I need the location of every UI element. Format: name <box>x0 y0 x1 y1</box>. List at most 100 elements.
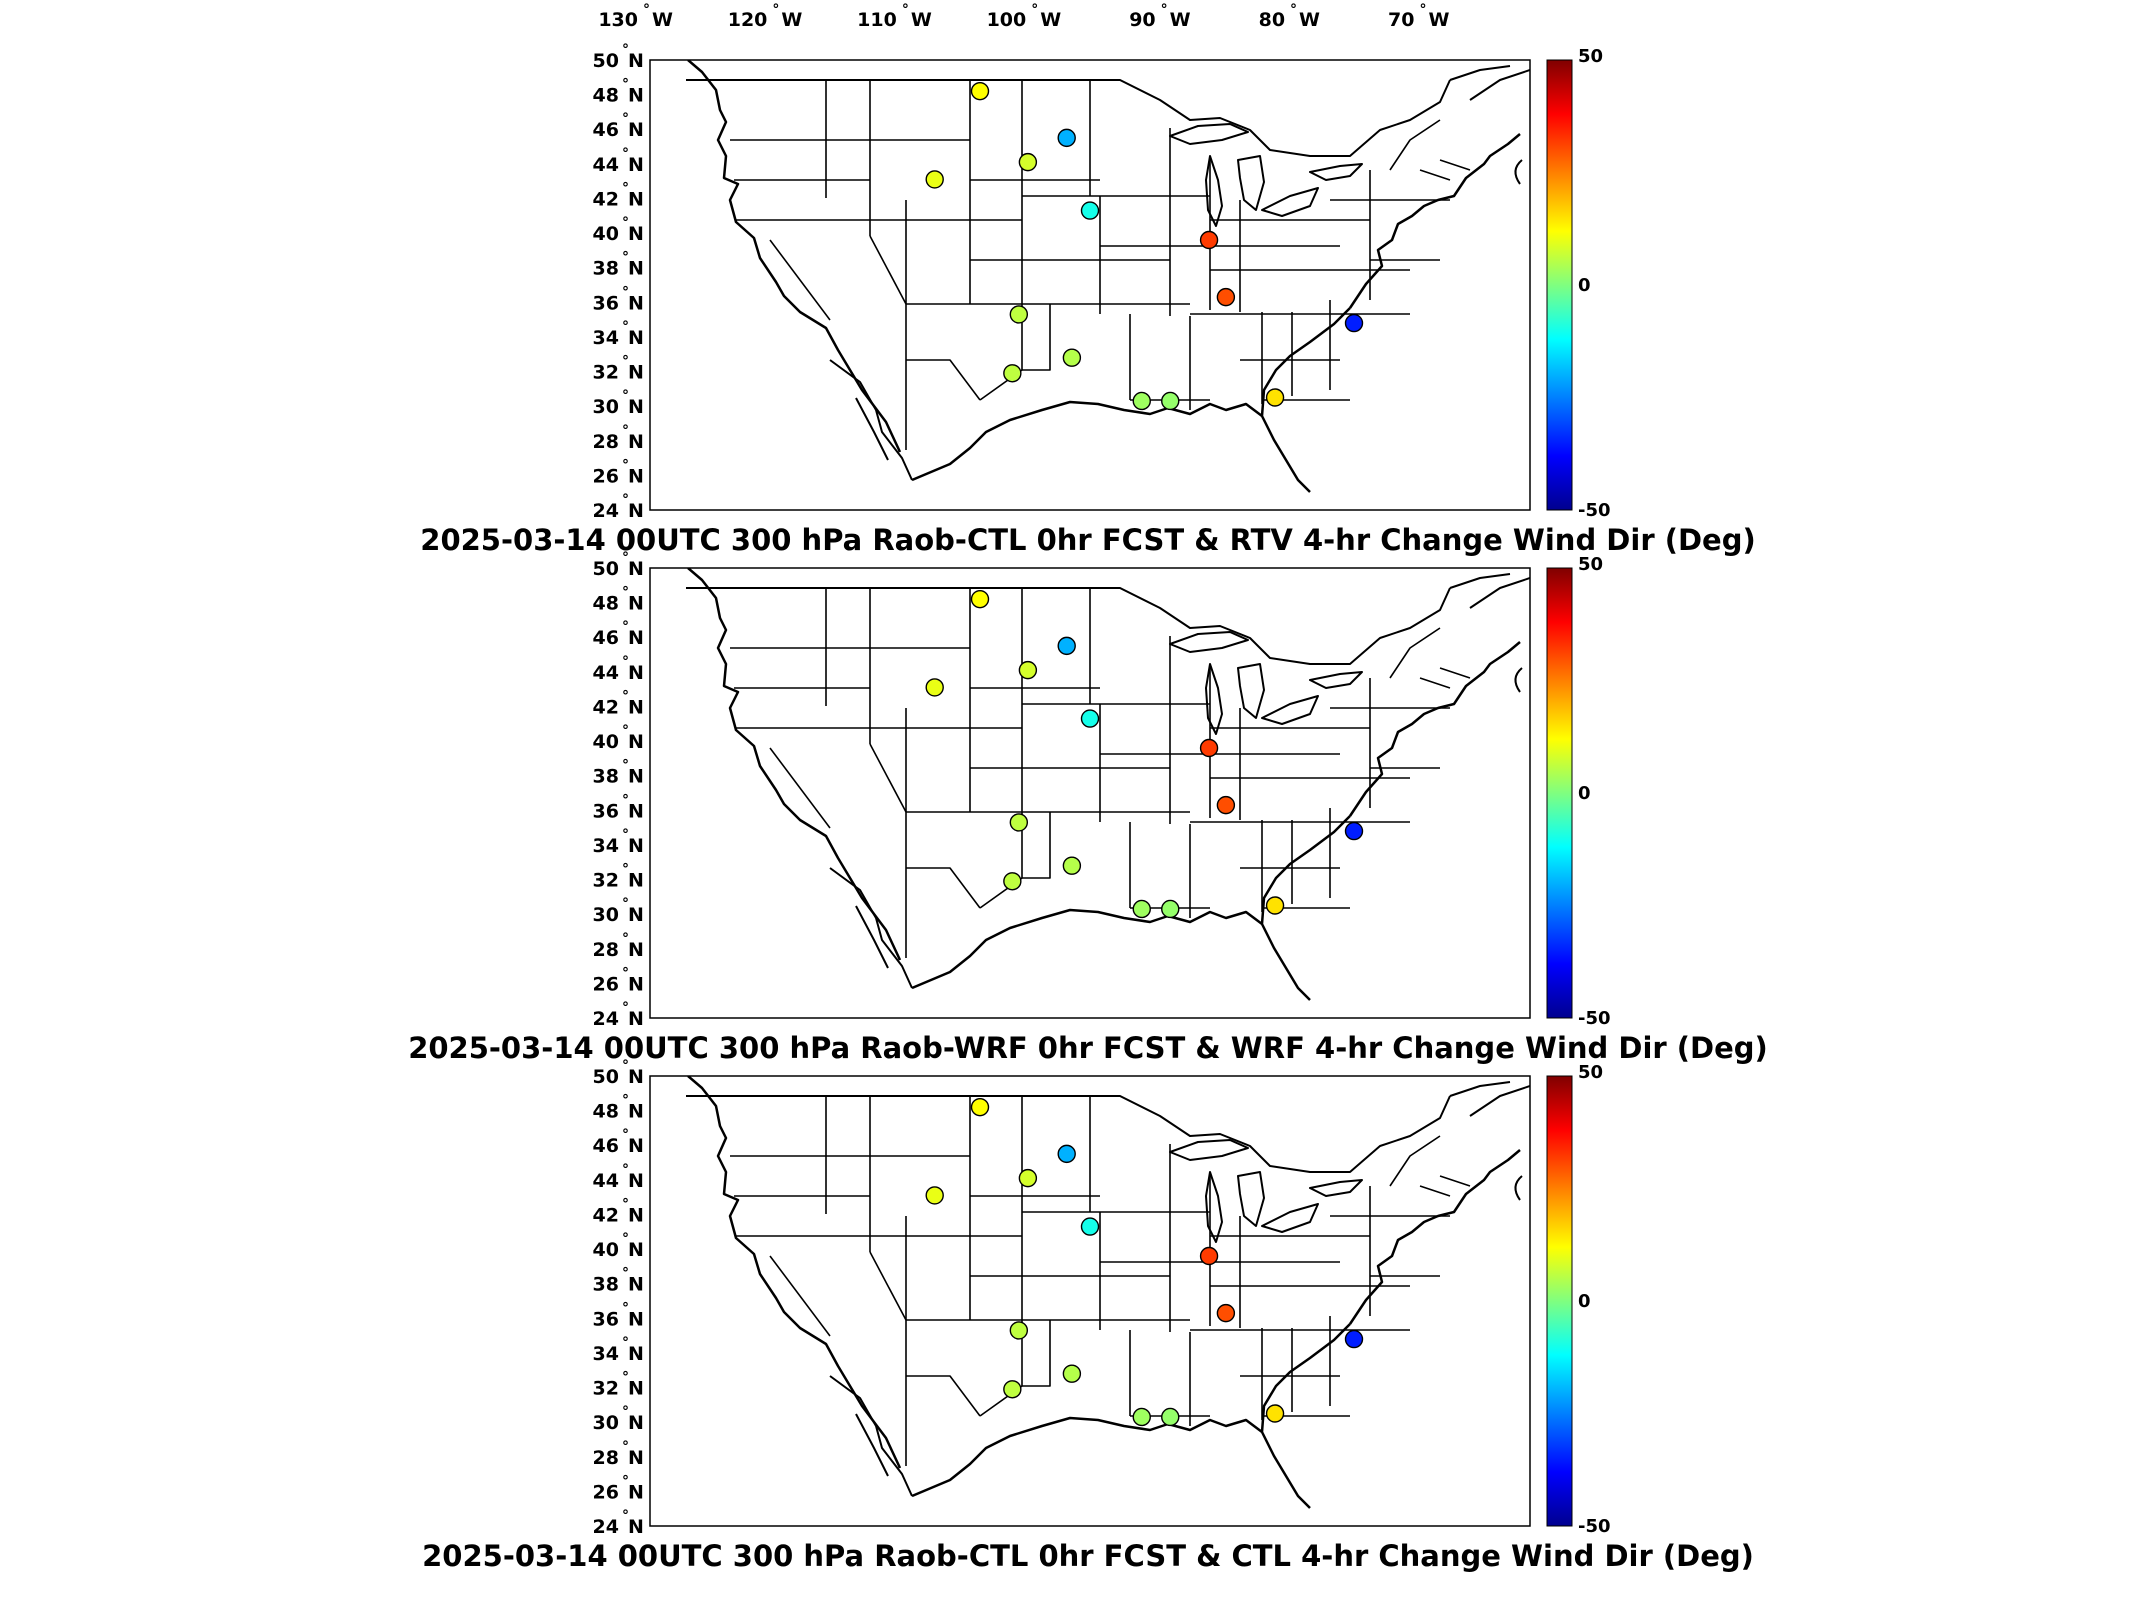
raob-site-marker <box>1018 660 1038 680</box>
axes-frame <box>649 59 1531 511</box>
svg-text:N: N <box>628 1274 644 1296</box>
state-border <box>1389 119 1441 171</box>
svg-text:°: ° <box>622 319 629 335</box>
colorbar-tick-label: 50 <box>1578 554 1603 575</box>
colorbar-gradient <box>1546 1075 1573 1527</box>
svg-text:N: N <box>628 1135 644 1157</box>
raob-site-marker <box>1080 201 1100 220</box>
svg-text:°: ° <box>622 1335 629 1351</box>
svg-text:N: N <box>628 258 644 280</box>
raob-site-marker <box>1132 391 1151 411</box>
lat-label: 50 ° N <box>593 550 644 580</box>
svg-text:°: ° <box>622 758 629 774</box>
svg-text:N: N <box>628 593 644 615</box>
field-blob <box>844 862 973 966</box>
field-blob <box>1245 786 1323 834</box>
svg-text:26: 26 <box>593 465 619 487</box>
svg-text:N: N <box>628 50 644 72</box>
raob-sites <box>925 589 1364 919</box>
svg-text:N: N <box>628 1170 644 1192</box>
lat-label: 26 ° N <box>593 965 644 995</box>
svg-text:120: 120 <box>728 9 768 31</box>
state-border <box>769 1255 831 1337</box>
svg-text:46: 46 <box>593 1135 619 1157</box>
svg-text:°: ° <box>1419 2 1426 18</box>
lat-label: 34 ° N <box>593 319 644 349</box>
svg-text:W: W <box>781 9 802 31</box>
state-border <box>769 239 831 321</box>
svg-text:70: 70 <box>1388 9 1414 31</box>
field-blob <box>1194 1318 1298 1456</box>
svg-text:26: 26 <box>593 973 619 995</box>
field-blob <box>1025 1180 1180 1353</box>
svg-text:°: ° <box>622 1196 629 1212</box>
svg-text:24: 24 <box>593 1008 619 1030</box>
raob-site-marker <box>1018 152 1038 172</box>
raob-site-marker <box>1062 1364 1082 1383</box>
svg-text:N: N <box>628 465 644 487</box>
state-border <box>1389 1135 1441 1187</box>
svg-text:°: ° <box>622 250 629 266</box>
panel-3: 50 ° N48 ° N46 ° N44 ° N42 ° N40 ° N38 ° N36 ° N34 ° N32 ° N… <box>422 1058 1754 1573</box>
raob-site-marker <box>925 678 944 697</box>
raob-site-marker <box>1003 872 1022 891</box>
raob-site-marker <box>925 170 944 189</box>
lat-label: 34 ° N <box>593 827 644 857</box>
field-blob <box>896 129 1025 337</box>
raob-site-marker <box>1062 856 1082 875</box>
baja-coastline <box>829 359 913 481</box>
svg-text:°: ° <box>1031 2 1038 18</box>
svg-text:°: ° <box>622 423 629 439</box>
svg-text:N: N <box>628 1378 644 1400</box>
svg-text:°: ° <box>622 931 629 947</box>
east-coastline <box>1348 133 1521 309</box>
colorbar: 50 0 -50 <box>1546 1062 1611 1537</box>
raob-site-marker <box>1265 896 1285 915</box>
svg-text:N: N <box>628 1239 644 1261</box>
canada-border <box>686 1081 1511 1173</box>
lat-label: 40 ° N <box>593 1231 644 1261</box>
colorbar-gradient <box>1546 59 1573 511</box>
east-coastline <box>1348 1149 1521 1325</box>
svg-text:36: 36 <box>593 292 619 314</box>
svg-text:N: N <box>628 835 644 857</box>
lon-label: 70 ° W <box>1388 2 1449 31</box>
basemap <box>686 568 1530 1001</box>
svg-text:38: 38 <box>593 1274 619 1296</box>
svg-text:N: N <box>628 731 644 753</box>
field-blob <box>1038 77 1167 181</box>
lat-label: 38 ° N <box>593 758 644 788</box>
lat-label: 30 ° N <box>593 1404 644 1434</box>
svg-text:°: ° <box>622 284 629 300</box>
lat-label: 32 ° N <box>593 354 644 384</box>
svg-text:130: 130 <box>598 9 638 31</box>
field-blob <box>857 568 1219 1018</box>
svg-text:°: ° <box>622 1162 629 1178</box>
raob-site-marker <box>1161 1407 1180 1427</box>
field-blob <box>1323 268 1478 406</box>
lat-label: 42 ° N <box>593 1196 644 1226</box>
svg-text:32: 32 <box>593 870 619 892</box>
east-coastline <box>1348 641 1521 817</box>
svg-text:N: N <box>628 870 644 892</box>
field-blob <box>1038 1249 1142 1353</box>
svg-text:32: 32 <box>593 362 619 384</box>
gulf-coastline <box>911 1323 1351 1509</box>
lat-label: 48 ° N <box>593 77 644 107</box>
state-border <box>1419 677 1451 689</box>
field-blob <box>1375 845 1479 983</box>
svg-text:50: 50 <box>593 1066 619 1088</box>
colorbar-tick-label: -50 <box>1578 500 1611 521</box>
state-border <box>1389 627 1441 679</box>
svg-text:°: ° <box>643 2 650 18</box>
svg-text:48: 48 <box>593 1101 619 1123</box>
nova-scotia-coast <box>1469 69 1530 101</box>
field-blob <box>1038 741 1142 845</box>
colorbar-tick-label: 50 <box>1578 1062 1603 1083</box>
svg-text:110: 110 <box>857 9 897 31</box>
lat-label: 42 ° N <box>593 180 644 210</box>
lat-label: 42 ° N <box>593 688 644 718</box>
lat-label: 26 ° N <box>593 457 644 487</box>
field-blob <box>1219 741 1323 810</box>
